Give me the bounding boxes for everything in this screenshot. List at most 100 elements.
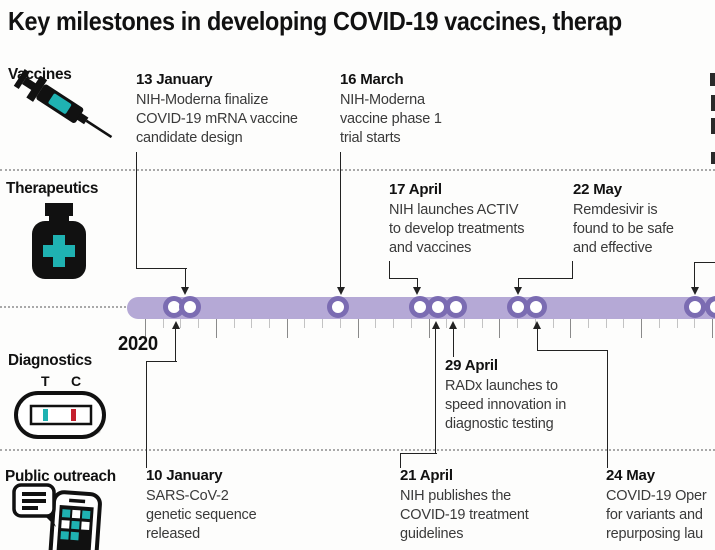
milestone-text: released — [146, 526, 201, 542]
milestone-mar16: 16 March NIH-Moderna vaccine phase 1 tri… — [340, 71, 442, 148]
arrow-up-icon — [431, 321, 440, 329]
milestone-date: 22 May — [573, 181, 622, 198]
milestone-apr29: 29 April RADx launches to speed innovati… — [445, 357, 566, 434]
month-tick — [145, 319, 146, 338]
timeline-marker-mar16 — [326, 296, 349, 318]
milestone-text: COVID-19 treatment — [400, 507, 529, 523]
arrow-up-icon — [171, 321, 180, 329]
arrow-down-icon — [336, 287, 345, 295]
milestone-text: trial starts — [340, 130, 401, 146]
milestone-date: 17 April — [389, 181, 442, 198]
milestone-date: 29 April — [445, 357, 498, 374]
week-tick — [322, 319, 324, 328]
connector-may22 — [518, 261, 573, 279]
milestone-text: NIH-Moderna finalize — [136, 92, 269, 108]
week-tick — [198, 319, 200, 328]
clipped-text-fragment — [710, 73, 715, 86]
week-tick — [481, 319, 483, 328]
connector-may24 — [536, 329, 538, 350]
connector-apr29 — [452, 329, 454, 357]
month-tick — [215, 319, 217, 338]
section-divider — [0, 449, 715, 451]
milestone-text: repurposing lau — [606, 526, 703, 542]
milestone-text: for variants and — [606, 507, 703, 523]
milestone-date: 10 January — [146, 467, 223, 484]
milestone-text: candidate design — [136, 130, 243, 146]
timeline-marker-clipped-1 — [683, 296, 706, 318]
timeline-marker-may24 — [524, 296, 547, 318]
milestone-text: RADx launches to — [445, 378, 558, 394]
milestone-text: to develop treatments — [389, 221, 525, 237]
section-label-therapeutics: Therapeutics — [6, 180, 99, 197]
milestone-apr17: 17 April NIH launches ACTIV to develop t… — [389, 181, 524, 258]
timeline-marker-jan13 — [178, 296, 201, 318]
page-title: Key milestones in developing COVID-19 va… — [8, 6, 622, 36]
milestone-text: and effective — [573, 240, 653, 256]
connector-jan13 — [184, 268, 186, 288]
connector-mar16 — [340, 152, 341, 288]
week-tick — [517, 319, 519, 328]
medicine-bottle-icon — [28, 203, 90, 281]
week-tick — [393, 319, 395, 328]
test-cassette-icon — [14, 391, 108, 441]
milestone-jan13: 13 January NIH-Moderna finalize COVID-19… — [136, 71, 298, 148]
connector-clipped — [694, 262, 715, 289]
test-line-c-label: C — [71, 373, 82, 389]
connector-jan10 — [175, 329, 176, 361]
test-line-t-label: T — [41, 373, 50, 389]
week-tick — [410, 319, 412, 328]
milestone-text: COVID-19 Oper — [606, 488, 707, 504]
milestone-text: found to be safe — [573, 221, 674, 237]
milestone-text: NIH publishes the — [400, 488, 512, 504]
week-tick — [588, 319, 589, 328]
clipped-text-fragment — [711, 118, 715, 134]
connector-may22 — [517, 278, 519, 288]
milestone-text: genetic sequence — [146, 507, 257, 523]
timeline-marker-clipped-2 — [704, 296, 715, 318]
month-tick — [570, 319, 572, 338]
connector-apr21 — [400, 453, 437, 468]
month-tick — [357, 319, 359, 338]
milestone-apr21: 21 April NIH publishes the COVID-19 trea… — [400, 467, 529, 544]
week-tick — [446, 319, 448, 328]
week-tick — [304, 319, 306, 328]
arrow-up-icon — [533, 321, 541, 329]
clipped-text-fragment — [711, 152, 715, 164]
arrow-down-icon — [181, 287, 189, 295]
month-tick — [499, 319, 501, 338]
milestone-text: SARS-CoV-2 — [146, 488, 229, 504]
milestone-date: 24 May — [606, 467, 655, 484]
syringe-icon — [7, 63, 128, 161]
week-tick — [623, 319, 625, 328]
section-label-outreach: Public outreach — [5, 468, 116, 485]
connector-jan10 — [146, 361, 177, 468]
week-tick — [233, 319, 235, 328]
week-tick — [463, 319, 465, 328]
section-divider — [0, 169, 715, 171]
milestone-jan10: 10 January SARS-CoV-2 genetic sequence r… — [146, 467, 257, 544]
connector-may24 — [537, 350, 608, 468]
week-tick — [552, 319, 554, 328]
section-divider — [0, 306, 126, 308]
milestone-date: 16 March — [340, 71, 404, 88]
section-label-diagnostics: Diagnostics — [8, 352, 92, 369]
arrow-up-icon — [449, 321, 457, 329]
week-tick — [694, 319, 696, 328]
milestone-text: Remdesivir is — [573, 202, 658, 218]
milestone-may22: 22 May Remdesivir is found to be safe an… — [573, 181, 674, 258]
milestone-text: vaccine phase 1 — [340, 111, 442, 127]
month-tick — [641, 319, 643, 338]
milestone-text: guidelines — [400, 526, 464, 542]
arrow-down-icon — [690, 287, 699, 295]
milestone-text: and vaccines — [389, 240, 472, 256]
connector-jan13 — [136, 152, 187, 269]
phone-outreach-icon — [12, 481, 112, 550]
milestone-text: diagnostic testing — [445, 416, 554, 432]
milestone-date: 13 January — [136, 71, 213, 88]
milestone-text: speed innovation in — [445, 397, 567, 413]
milestone-text: NIH launches ACTIV — [389, 202, 519, 218]
connector-apr17 — [389, 261, 418, 279]
week-tick — [269, 319, 271, 328]
week-tick — [375, 319, 377, 328]
